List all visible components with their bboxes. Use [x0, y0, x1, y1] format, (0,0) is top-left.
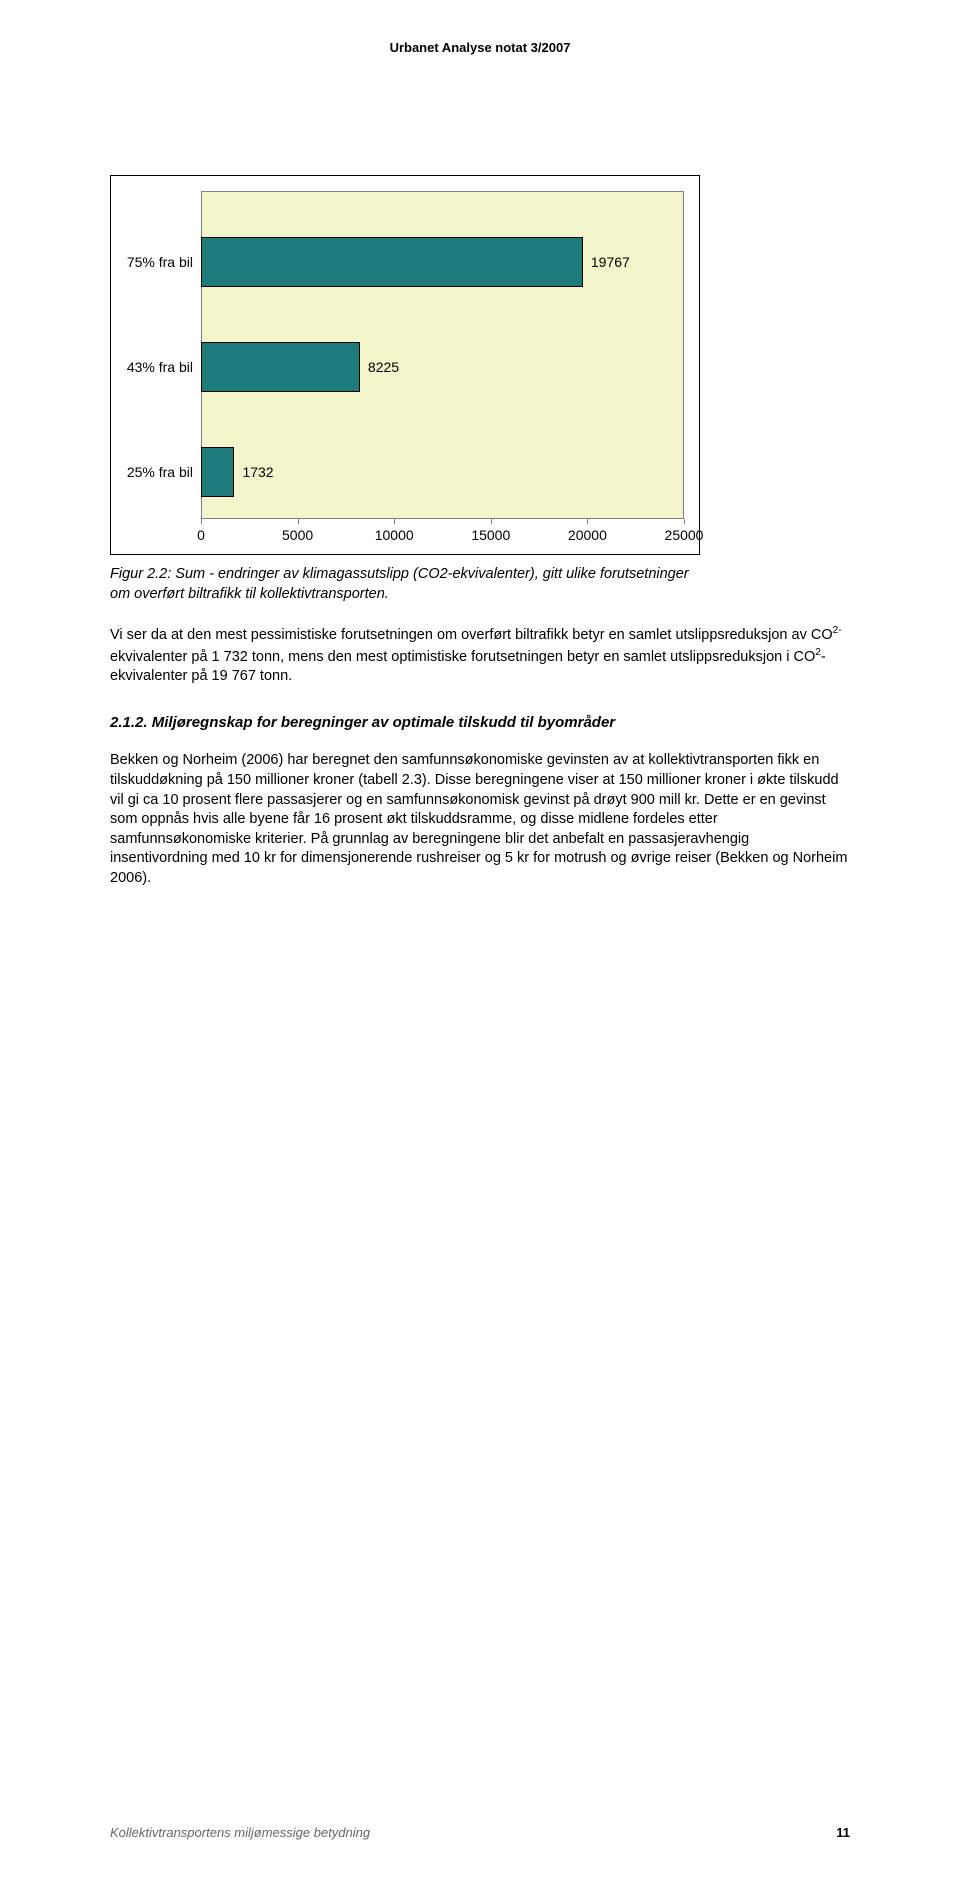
- figure-caption: Figur 2.2: Sum - endringer av klimagassu…: [110, 565, 710, 604]
- superscript-1: 2-: [833, 625, 842, 636]
- page-header: Urbanet Analyse notat 3/2007: [110, 40, 850, 55]
- para1-pre: Vi ser da at den mest pessimistiske foru…: [110, 627, 833, 643]
- chart-bar-value: 19767: [591, 254, 630, 270]
- caption-text: Sum - endringer av klimagassutslipp (CO2…: [110, 566, 689, 602]
- chart-bar-row: 8225: [201, 342, 684, 392]
- chart-xtick-label: 15000: [471, 527, 510, 543]
- chart-xtick-label: 5000: [282, 527, 313, 543]
- chart-xtick-label: 25000: [665, 527, 704, 543]
- chart-category-label: 75% fra bil: [127, 254, 193, 270]
- caption-prefix: Figur 2.2:: [110, 566, 171, 582]
- section-heading: 2.1.2. Miljøregnskap for beregninger av …: [110, 714, 850, 731]
- chart-bar: [201, 447, 234, 497]
- chart-xtick-label: 0: [197, 527, 205, 543]
- chart-bar: [201, 237, 583, 287]
- paragraph-2: Bekken og Norheim (2006) har beregnet de…: [110, 751, 850, 888]
- chart-x-axis: 0500010000150002000025000: [201, 524, 684, 544]
- chart-category-label: 25% fra bil: [127, 464, 193, 480]
- chart-bar-row: 1732: [201, 447, 684, 497]
- chart-plot-area: 1976782251732 0500010000150002000025000: [201, 191, 684, 519]
- chart-y-axis: 75% fra bil 43% fra bil 25% fra bil: [111, 176, 201, 554]
- chart-tick-mark: [684, 519, 685, 524]
- chart-bar-row: 19767: [201, 237, 684, 287]
- chart-xtick-label: 10000: [375, 527, 414, 543]
- page-number: 11: [836, 1825, 850, 1840]
- page-footer: Kollektivtransportens miljømessige betyd…: [110, 1825, 850, 1840]
- paragraph-1: Vi ser da at den mest pessimistiske foru…: [110, 624, 850, 686]
- footer-text: Kollektivtransportens miljømessige betyd…: [110, 1825, 370, 1840]
- chart-xtick-label: 20000: [568, 527, 607, 543]
- chart-bar-value: 8225: [368, 359, 399, 375]
- bar-chart: 75% fra bil 43% fra bil 25% fra bil 19767 8…: [110, 175, 700, 555]
- chart-bar: [201, 342, 360, 392]
- chart-bar-value: 1732: [242, 464, 273, 480]
- chart-category-label: 43% fra bil: [127, 359, 193, 375]
- para1-mid: ekvivalenter på 1 732 tonn, mens den mes…: [110, 648, 815, 664]
